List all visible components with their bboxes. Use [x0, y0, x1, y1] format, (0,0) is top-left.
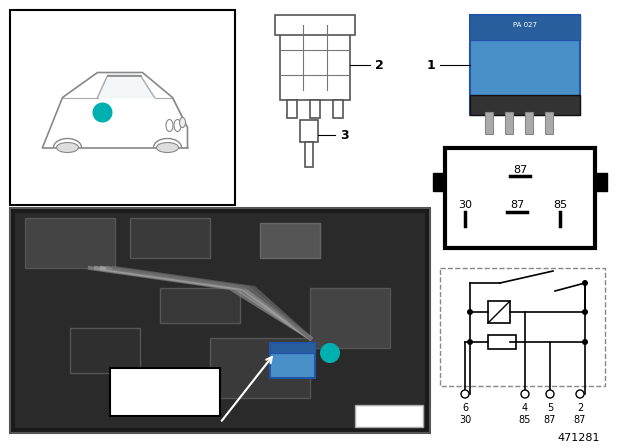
Bar [310, 100, 320, 118]
Bar [485, 112, 493, 134]
Bar [10, 10, 235, 205]
Bar [488, 301, 510, 323]
Ellipse shape [56, 142, 79, 152]
Text: 85: 85 [553, 200, 567, 210]
Text: PA 027: PA 027 [513, 22, 537, 28]
Bar [260, 223, 320, 258]
Bar [333, 100, 343, 118]
Circle shape [467, 309, 473, 315]
Text: 3: 3 [340, 129, 349, 142]
Bar [355, 405, 423, 427]
Polygon shape [97, 76, 154, 98]
Text: 1: 1 [326, 348, 334, 358]
Bar [70, 328, 140, 373]
Bar [545, 112, 553, 134]
Bar [470, 15, 580, 40]
Bar [210, 338, 310, 398]
Bar [445, 148, 595, 248]
Ellipse shape [179, 117, 186, 128]
Text: K6300: K6300 [140, 377, 189, 391]
Circle shape [582, 280, 588, 286]
Circle shape [461, 390, 469, 398]
Text: 30: 30 [458, 200, 472, 210]
Text: 87: 87 [574, 415, 586, 425]
Bar [110, 368, 220, 416]
Bar [280, 25, 350, 100]
Text: 1: 1 [99, 108, 106, 117]
Text: 87: 87 [544, 415, 556, 425]
Text: 2: 2 [375, 59, 384, 72]
Bar [15, 213, 425, 428]
Circle shape [582, 339, 588, 345]
Bar [525, 112, 533, 134]
Bar [488, 335, 516, 349]
Circle shape [93, 103, 113, 122]
Circle shape [521, 390, 529, 398]
Bar [160, 288, 240, 323]
Text: 5: 5 [547, 403, 553, 413]
Text: 1: 1 [426, 59, 435, 72]
Bar [595, 173, 607, 191]
Bar [310, 288, 390, 348]
Text: 4: 4 [522, 403, 528, 413]
Text: 85: 85 [519, 415, 531, 425]
Bar [275, 15, 355, 35]
Bar [10, 208, 430, 433]
Circle shape [546, 390, 554, 398]
Bar [470, 95, 580, 115]
Bar [130, 218, 210, 258]
Circle shape [582, 309, 588, 315]
Text: 87: 87 [510, 200, 524, 210]
Bar [270, 343, 315, 353]
Text: 471281: 471281 [557, 433, 600, 443]
Text: X6300: X6300 [140, 394, 189, 408]
Circle shape [576, 390, 584, 398]
Bar [505, 112, 513, 134]
Text: 062047: 062047 [368, 411, 410, 421]
Ellipse shape [157, 142, 179, 152]
Bar [300, 120, 318, 142]
Circle shape [320, 343, 340, 363]
Text: 2: 2 [577, 403, 583, 413]
Circle shape [467, 339, 473, 345]
Bar [433, 173, 445, 191]
Bar [287, 100, 297, 118]
Bar [25, 218, 115, 268]
Bar [305, 142, 313, 167]
Bar [270, 343, 315, 378]
Text: 6: 6 [462, 403, 468, 413]
Text: 87: 87 [513, 165, 527, 175]
Bar [470, 15, 580, 115]
Text: 30: 30 [459, 415, 471, 425]
Bar [440, 268, 605, 386]
